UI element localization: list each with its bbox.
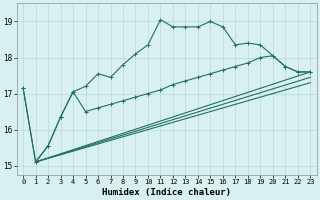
X-axis label: Humidex (Indice chaleur): Humidex (Indice chaleur): [102, 188, 231, 197]
